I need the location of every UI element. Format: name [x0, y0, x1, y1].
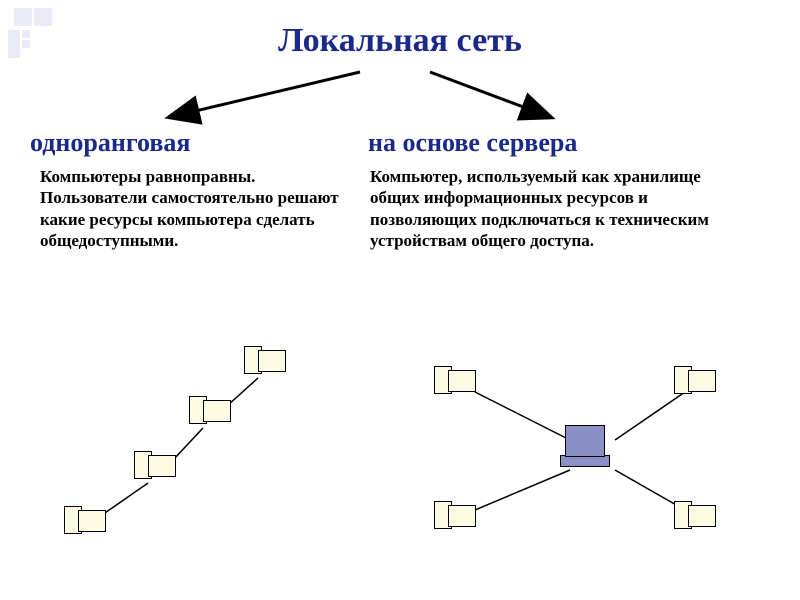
server-subtitle: на основе сервера: [368, 128, 577, 158]
peer-description: Компьютеры равноправны. Пользователи сам…: [40, 166, 350, 251]
page-title: Локальная сеть: [0, 22, 800, 60]
peer-lines: [50, 350, 350, 570]
server-diagram: [420, 370, 760, 570]
server-lines: [420, 370, 760, 570]
peer-subtitle: одноранговая: [30, 128, 190, 158]
peer-diagram: [50, 350, 350, 570]
server-description: Компьютер, используемый как хранилище об…: [370, 166, 710, 251]
